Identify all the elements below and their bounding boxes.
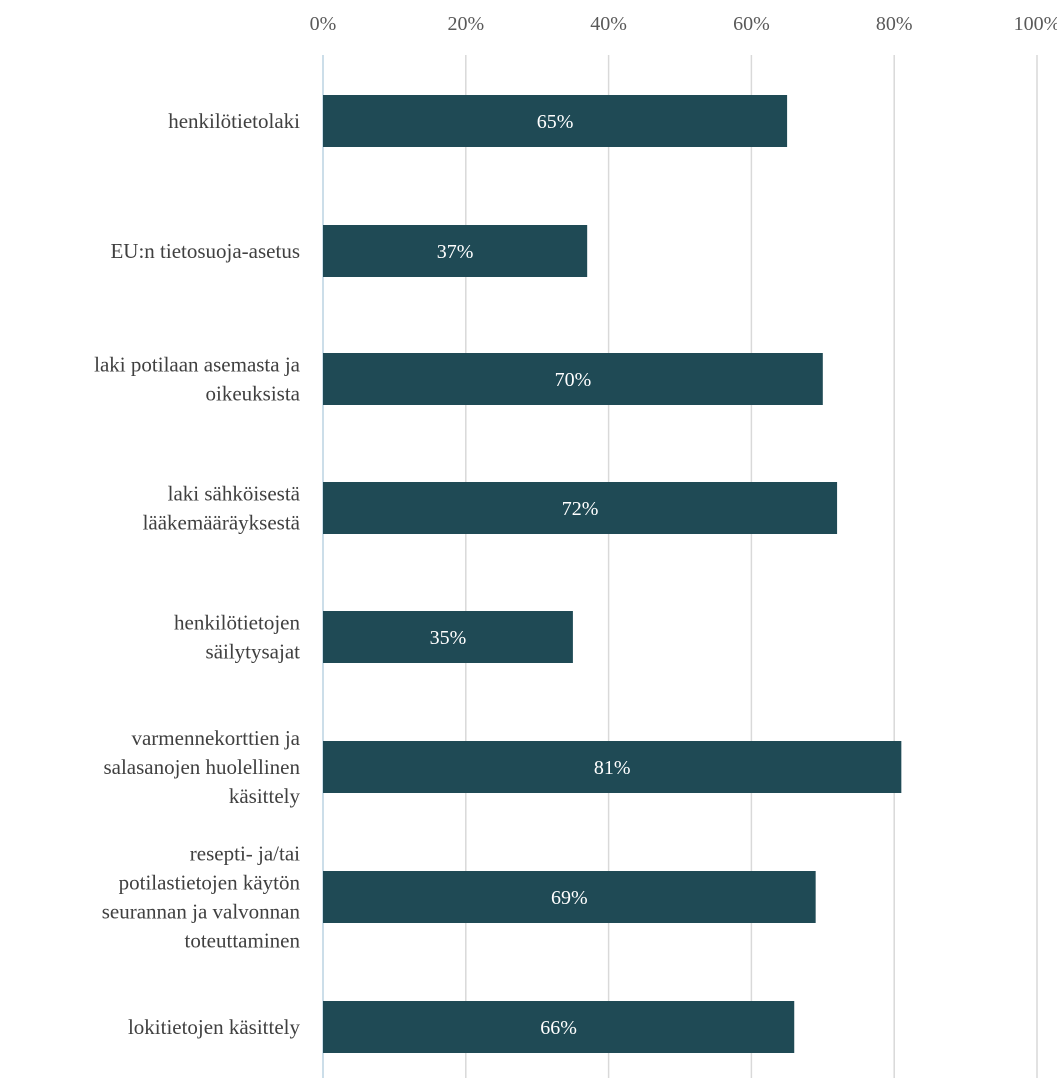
x-tick-label: 0% bbox=[310, 13, 337, 35]
category-label: resepti- ja/tai potilastietojen käytön seu… bbox=[102, 842, 301, 953]
x-tick-label: 60% bbox=[733, 13, 770, 35]
bar bbox=[323, 1001, 795, 1053]
bar bbox=[323, 95, 788, 147]
category-label: laki potilaan asemasta ja oikeuksista bbox=[94, 353, 301, 406]
x-tick-label: 40% bbox=[590, 13, 627, 35]
category-label: lokitietojen käsittely bbox=[128, 1015, 301, 1039]
data-label: 72% bbox=[562, 498, 599, 520]
x-tick-label: 80% bbox=[876, 13, 913, 35]
bar bbox=[323, 741, 902, 793]
category-label: henkilötietojen säilytysajat bbox=[174, 611, 300, 664]
bar bbox=[323, 871, 816, 923]
x-axis-ticks: 0% 20% 40% 60% 80% 100% bbox=[310, 13, 1057, 35]
bar bbox=[323, 611, 573, 663]
data-label: 65% bbox=[537, 111, 574, 133]
bar bbox=[323, 353, 823, 405]
data-label: 37% bbox=[437, 241, 474, 263]
category-label: laki sähköisestä lääkemääräyksestä bbox=[143, 482, 301, 535]
category-label: henkilötietolaki bbox=[168, 109, 300, 133]
bar bbox=[323, 482, 838, 534]
x-tick-label: 100% bbox=[1014, 13, 1057, 35]
data-label: 70% bbox=[555, 369, 592, 391]
category-labels: henkilötietolaki EU:n tietosuoja-asetus la… bbox=[94, 109, 301, 1039]
gridlines bbox=[322, 55, 1038, 1078]
category-label: EU:n tietosuoja-asetus bbox=[110, 239, 300, 263]
data-label: 66% bbox=[540, 1017, 577, 1039]
data-label: 81% bbox=[594, 757, 631, 779]
category-label: varmennekorttien ja salasanojen huolellin… bbox=[103, 726, 300, 808]
bar bbox=[323, 225, 588, 277]
data-label: 35% bbox=[430, 627, 467, 649]
bars: 65% 37% 70% 72% 35% 81% 69% 66% bbox=[323, 95, 902, 1053]
data-label: 69% bbox=[551, 887, 588, 909]
x-tick-label: 20% bbox=[447, 13, 484, 35]
